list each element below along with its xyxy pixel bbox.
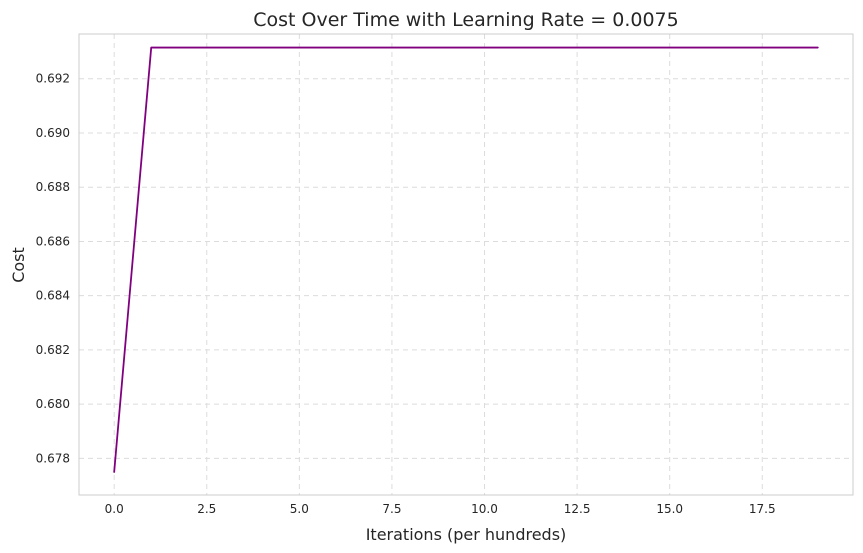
y-tick-label: 0.680 [36, 397, 70, 411]
plot-frame [78, 33, 854, 496]
x-tick-label: 7.5 [382, 502, 401, 516]
y-tick-label: 0.692 [36, 72, 70, 86]
chart-title: Cost Over Time with Learning Rate = 0.00… [253, 9, 678, 31]
x-tick-label: 5.0 [290, 502, 309, 516]
y-tick-label: 0.684 [36, 289, 70, 303]
data-point [371, 45, 376, 50]
x-tick-label: 10.0 [471, 502, 498, 516]
data-point [149, 45, 154, 50]
y-tick-label: 0.686 [36, 234, 70, 248]
data-point [223, 45, 228, 50]
data-point [556, 45, 561, 50]
data-point [334, 45, 339, 50]
data-point [186, 45, 191, 50]
x-tick-label: 2.5 [197, 502, 216, 516]
data-point [519, 45, 524, 50]
data-point [445, 45, 450, 50]
series-layer [112, 45, 820, 474]
y-tick-labels: 0.678 0.680 0.682 0.684 0.686 0.688 0.690 0.692 [36, 72, 70, 466]
y-tick-label: 0.682 [36, 343, 70, 357]
x-tick-label: 12.5 [564, 502, 591, 516]
data-point [778, 45, 783, 50]
x-tick-label: 0.0 [105, 502, 124, 516]
data-point [667, 45, 672, 50]
x-tick-labels: 0.0 2.5 5.0 7.5 10.0 12.5 15.0 17.5 [105, 502, 776, 516]
cost-series-line [113, 46, 819, 473]
data-point [630, 45, 635, 50]
data-point [260, 45, 265, 50]
x-axis-label: Iterations (per hundreds) [366, 525, 567, 544]
data-point [482, 45, 487, 50]
y-tick-label: 0.688 [36, 180, 70, 194]
x-tick-label: 17.5 [749, 502, 776, 516]
data-point [297, 45, 302, 50]
data-point [741, 45, 746, 50]
data-point [593, 45, 598, 50]
data-point [408, 45, 413, 50]
y-axis-label: Cost [9, 247, 28, 283]
grid-lines [79, 34, 853, 495]
data-point [704, 45, 709, 50]
y-tick-label: 0.678 [36, 451, 70, 465]
data-point [815, 45, 820, 50]
data-point [112, 469, 117, 474]
y-tick-label: 0.690 [36, 126, 70, 140]
x-tick-label: 15.0 [656, 502, 683, 516]
